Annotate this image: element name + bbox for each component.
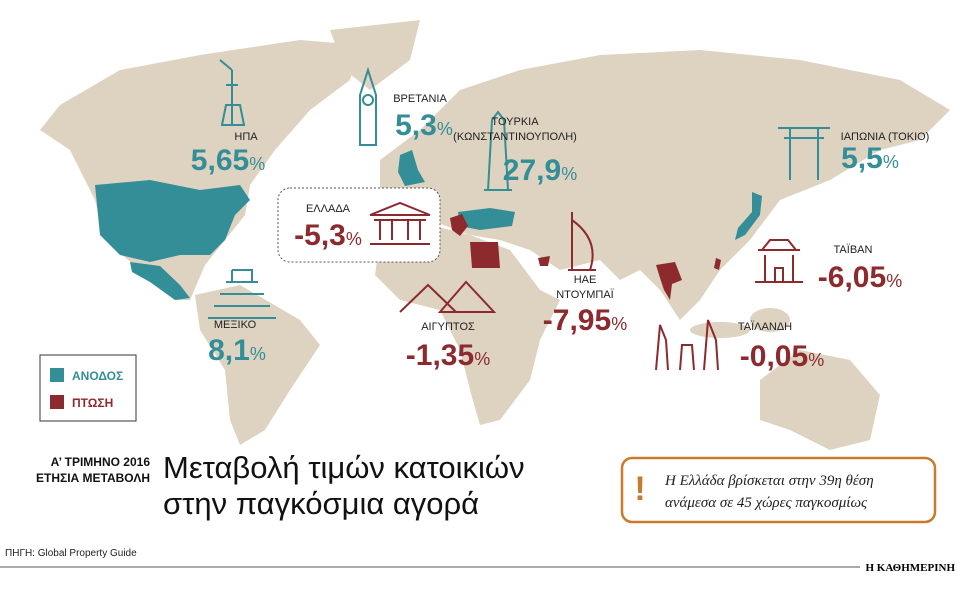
value-unit: % [474,349,490,369]
country-value: 5,3% [395,109,453,142]
country-shape [398,150,425,186]
country-name: ΤΑΪΛΑΝΔΗ [738,321,792,333]
note: Η Ελλάδα βρίσκεται στην 39η θέση ανάμεσα … [664,473,874,511]
country-value: 8,1% [208,334,266,367]
bigben-icon [359,66,377,146]
country-name: ΗΑΕ [574,274,597,286]
country-value: -6,05% [818,261,902,294]
legend: ΑΝΟΔΟΣ ΠΤΩΣΗ [50,368,123,410]
torii-icon [778,127,830,180]
country-shape [130,262,190,300]
burj-icon [568,212,596,271]
country-value: -0,05% [740,340,824,373]
value-unit: % [561,164,577,184]
value-unit: % [808,350,824,370]
title-line: Μεταβολή τιμών κατοικιών [163,450,525,485]
africa [375,225,560,425]
country-shape [95,180,250,262]
islands [750,308,790,332]
note-line: ανάμεσα σε 45 χώρες παγκοσμίως [665,495,868,511]
pyramid-temple-icon [208,269,276,319]
country-name: ΗΠΑ [234,131,258,143]
country-name: ΜΕΞΙΚΟ [214,319,257,331]
obelisk-icon [484,110,512,191]
value-unit: % [437,119,453,139]
icons [208,59,830,371]
publisher: Η ΚΑΘΗΜΕΡΙΝΗ [866,562,956,574]
country-name: ΤΟΥΡΚΙΑ [491,116,539,128]
country-shape [656,262,682,300]
country-name: ΝΤΟΥΜΠΑΪ [556,289,614,301]
value-number: -6,05 [818,261,886,294]
value-number: 5,65 [191,144,249,177]
country-value: -7,95% [543,304,627,337]
highlighted-countries [95,150,762,300]
islands [690,322,750,338]
source: ΠΗΓΗ: Global Property Guide [5,548,137,559]
country-value: -5,3% [294,219,362,252]
country-shape [458,208,515,230]
note-line: Η Ελλάδα βρίσκεται στην 39η θέση [664,473,874,489]
temple-icon [369,201,431,245]
value-unit: % [346,229,362,249]
legend-box [39,354,137,422]
country-name: ΑΙΓΥΠΤΟΣ [421,321,475,333]
country-shape [714,258,721,270]
value-unit: % [250,344,266,364]
country-name: (ΚΩΝΣΤΑΝΤΙΝΟΥΠΟΛΗ) [453,131,577,143]
value-number: -0,05 [740,340,808,373]
period: Α’ ΤΡΙΜΗΝΟ 2016 ΕΤΗΣΙΑ ΜΕΤΑΒΟΛΗ [36,455,150,485]
title-line: στην παγκόσμια αγορά [163,486,479,521]
legend-swatch [50,368,64,382]
greenland [330,20,420,90]
country-value: 27,9% [503,154,577,187]
legend-label: ΠΤΩΣΗ [72,396,113,410]
value-number: -1,35 [406,339,474,372]
value-number: 8,1 [208,334,250,367]
note-box [620,456,937,524]
period-line: ΕΤΗΣΙΑ ΜΕΤΑΒΟΛΗ [36,471,150,485]
value-number: 5,5 [841,142,883,175]
country-name: ΙΑΠΩΝΙΑ (ΤΟΚΙΟ) [841,131,930,143]
country-name: ΕΛΛΑΔΑ [306,203,351,215]
australia [760,350,880,450]
country-value: 5,65% [191,144,265,177]
legend-label: ΑΝΟΔΟΣ [72,369,123,383]
pagoda-icon [755,239,803,283]
eurasia [380,50,950,320]
liberty-icon [219,59,246,126]
country-value: -1,35% [406,339,490,372]
value-number: 5,3 [395,109,437,142]
value-unit: % [249,154,265,174]
country-name: ΒΡΕΤΑΝΙΑ [393,93,447,105]
pyramids-icon [399,280,497,313]
south-america [195,285,320,445]
country-shape [538,256,550,266]
country-shape [470,242,500,268]
note-mark: ! [634,470,645,508]
country-shape [450,214,468,236]
value-number: -5,3 [294,219,346,252]
country-name: ΤΑΪΒΑΝ [834,244,873,256]
value-number: 27,9 [503,154,561,187]
period-line: Α’ ΤΡΙΜΗΝΟ 2016 [51,455,151,469]
thai-towers-icon [655,319,719,371]
legend-swatch [50,395,64,409]
value-unit: % [611,314,627,334]
value-unit: % [883,152,899,172]
value-number: -7,95 [543,304,611,337]
country-value: 5,5% [841,142,899,175]
value-unit: % [886,271,902,291]
country-shape [735,192,762,240]
